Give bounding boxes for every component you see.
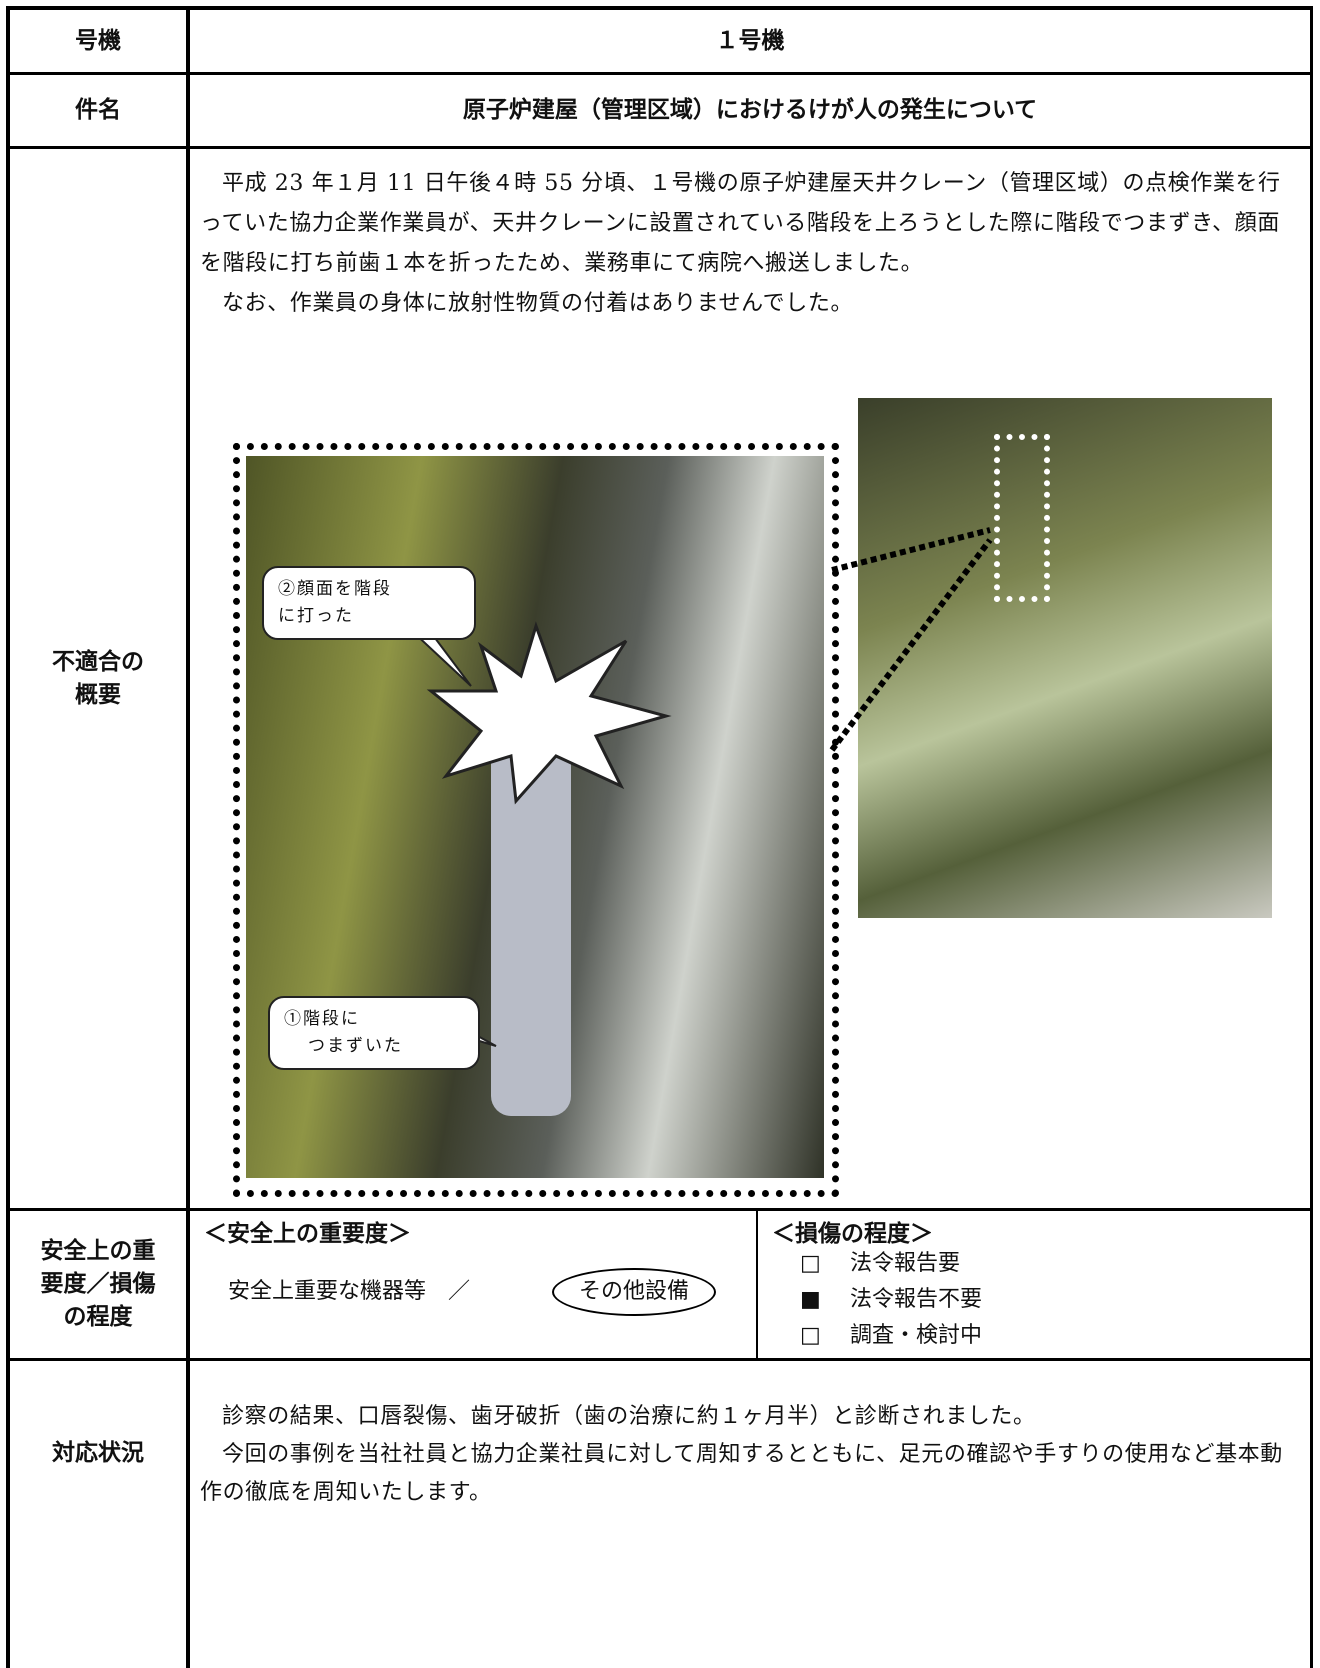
border [1310,6,1313,1668]
label-text: 号機 [75,27,121,54]
unit-value: １号機 [715,28,785,54]
callout: ②顔面を階段 に打った [262,566,476,640]
border [6,6,10,1668]
callout: ①階段に つまずいた [268,996,480,1070]
option-text: 法令報告不要 [850,1287,983,1312]
border [756,1210,758,1360]
row-label: 件名 [8,75,188,146]
paragraph: 診察の結果、口唇裂傷、歯牙破折（歯の治療に約１ヶ月半）と診断されました。 [222,1404,1036,1429]
photo [858,398,1272,918]
highlight-box [994,434,1050,602]
photo-overlay [395,615,672,1116]
border [8,146,1312,149]
callout-line: に打った [278,606,354,626]
label-text: 要度／損傷 [40,1271,156,1297]
callout-line: ①階段に [284,1009,360,1029]
border [186,6,190,1668]
damage-option: □ 法令報告要 [800,1246,982,1282]
paragraph: なお、作業員の身体に放射性物質の付着はありませんでした。 [222,291,854,316]
importance-heading: ＜安全上の重要度＞ [204,1221,411,1247]
border [8,1208,1312,1211]
importance-text: 安全上重要な機器等 ／ [228,1279,471,1304]
border [8,6,1312,10]
photo-frame [233,443,839,1197]
damage-option: □ 調査・検討中 [800,1318,982,1354]
damage-options: □ 法令報告要 ■ 法令報告不要 □ 調査・検討中 [800,1246,982,1354]
overview-text: 平成 23 年１月 11 日午後４時 55 分頃、１号機の原子炉建屋天井クレーン… [200,164,1302,324]
callout-line: つまずいた [308,1036,403,1056]
checkbox-mark: ■ [800,1287,821,1312]
paragraph: 平成 23 年１月 11 日午後４時 55 分頃、１号機の原子炉建屋天井クレーン… [200,171,1281,276]
subject-value: 原子炉建屋（管理区域）におけるけが人の発生について [462,97,1038,123]
option-text: 法令報告要 [850,1251,961,1276]
paragraph: 今回の事例を当社社員と協力企業社員に対して周知するとともに、足元の確認や手すりの… [200,1442,1283,1505]
border [8,72,1312,75]
label-text: 対応状況 [52,1440,144,1466]
label-text: 不適合の [52,648,144,675]
damage-heading: ＜損傷の程度＞ [772,1221,933,1247]
border [8,1358,1312,1361]
callout-line: ②顔面を階段 [278,579,392,599]
damage-option: ■ 法令報告不要 [800,1282,982,1318]
row-label: 対応状況 [8,1361,188,1668]
row-label: 号機 [8,10,188,72]
label-text: 件名 [75,97,121,123]
row-label: 安全上の重 要度／損傷 の程度 [8,1211,188,1358]
label-text: 安全上の重 [40,1238,156,1264]
importance-selected: その他設備 [552,1268,716,1316]
row-label: 不適合の 概要 [8,149,188,1208]
option-text: 調査・検討中 [850,1323,983,1348]
label-text: 概要 [75,681,121,708]
checkbox-mark: □ [800,1251,821,1276]
checkbox-mark: □ [800,1323,821,1348]
response-text: 診察の結果、口唇裂傷、歯牙破折（歯の治療に約１ヶ月半）と診断されました。 今回の… [200,1398,1304,1512]
label-text: の程度 [63,1304,133,1330]
zoom-lines [829,527,993,752]
